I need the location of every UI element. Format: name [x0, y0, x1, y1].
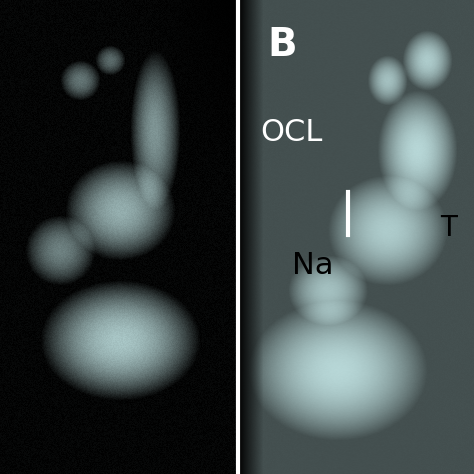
Text: T: T [440, 213, 457, 242]
Text: Na: Na [292, 251, 334, 280]
Text: OCL: OCL [260, 118, 323, 147]
Text: B: B [268, 26, 298, 64]
